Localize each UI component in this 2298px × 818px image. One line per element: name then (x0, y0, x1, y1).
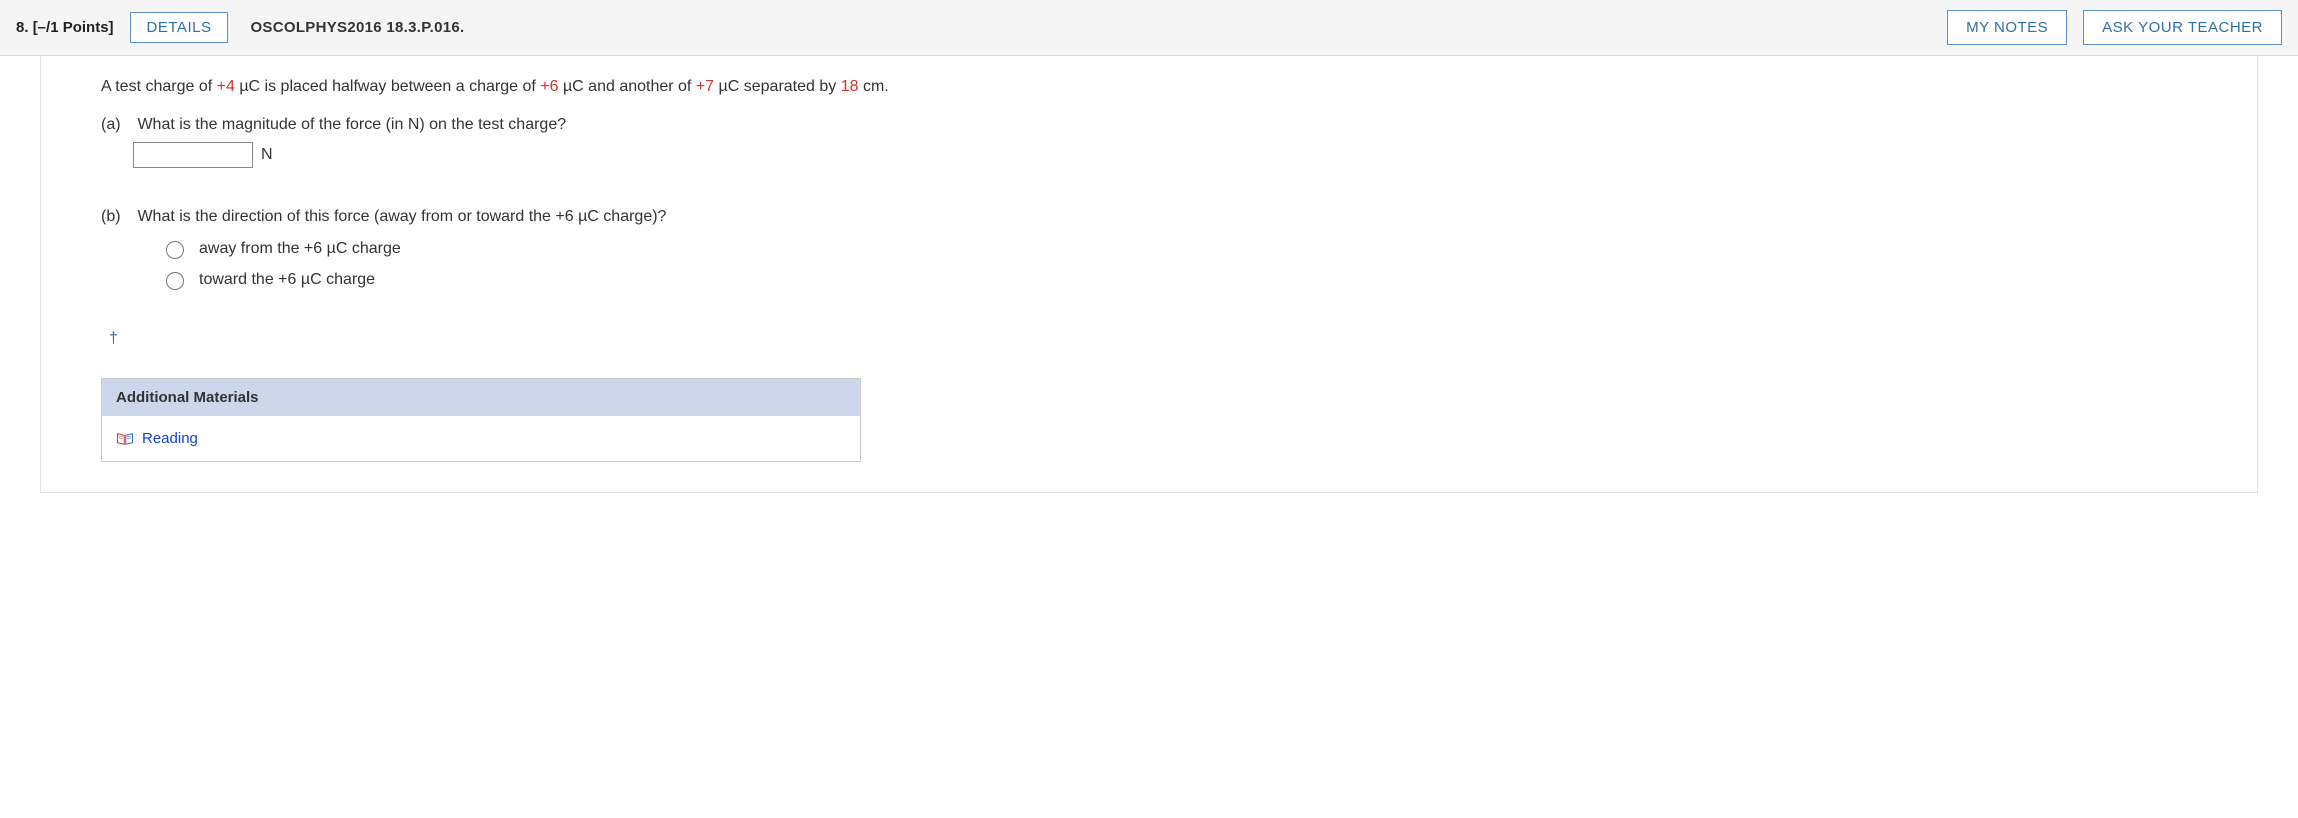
dagger-mark: † (109, 330, 2197, 348)
part-b-label: (b) (101, 208, 133, 226)
my-notes-button[interactable]: MY NOTES (1947, 10, 2067, 45)
part-a-question: What is the magnitude of the force (in N… (137, 116, 566, 134)
question-header: 8. [–/1 Points] DETAILS OSCOLPHYS2016 18… (0, 0, 2298, 56)
reading-link[interactable]: Reading (142, 430, 198, 447)
book-icon (116, 432, 134, 446)
part-a-unit: N (261, 146, 273, 164)
additional-materials-heading: Additional Materials (102, 379, 860, 416)
part-a-label: (a) (101, 116, 133, 134)
question-number: 8. [–/1 Points] (16, 19, 114, 36)
additional-materials: Additional Materials Reading (101, 378, 861, 462)
part-b: (b) What is the direction of this force … (101, 208, 2197, 290)
radio-toward[interactable] (166, 272, 184, 290)
part-b-options: away from the +6 µC charge toward the +6… (161, 238, 2197, 290)
part-a-input[interactable] (133, 142, 253, 168)
part-b-question: What is the direction of this force (awa… (137, 208, 666, 226)
part-a: (a) What is the magnitude of the force (… (101, 116, 2197, 168)
ask-teacher-button[interactable]: ASK YOUR TEACHER (2083, 10, 2282, 45)
radio-away[interactable] (166, 241, 184, 259)
question-intro: A test charge of +4 µC is placed halfway… (101, 56, 2197, 96)
details-button[interactable]: DETAILS (130, 12, 229, 43)
question-code: OSCOLPHYS2016 18.3.P.016. (250, 19, 464, 36)
part-b-option-2[interactable]: toward the +6 µC charge (161, 269, 2197, 290)
part-b-option-1[interactable]: away from the +6 µC charge (161, 238, 2197, 259)
question-body: A test charge of +4 µC is placed halfway… (40, 56, 2258, 493)
